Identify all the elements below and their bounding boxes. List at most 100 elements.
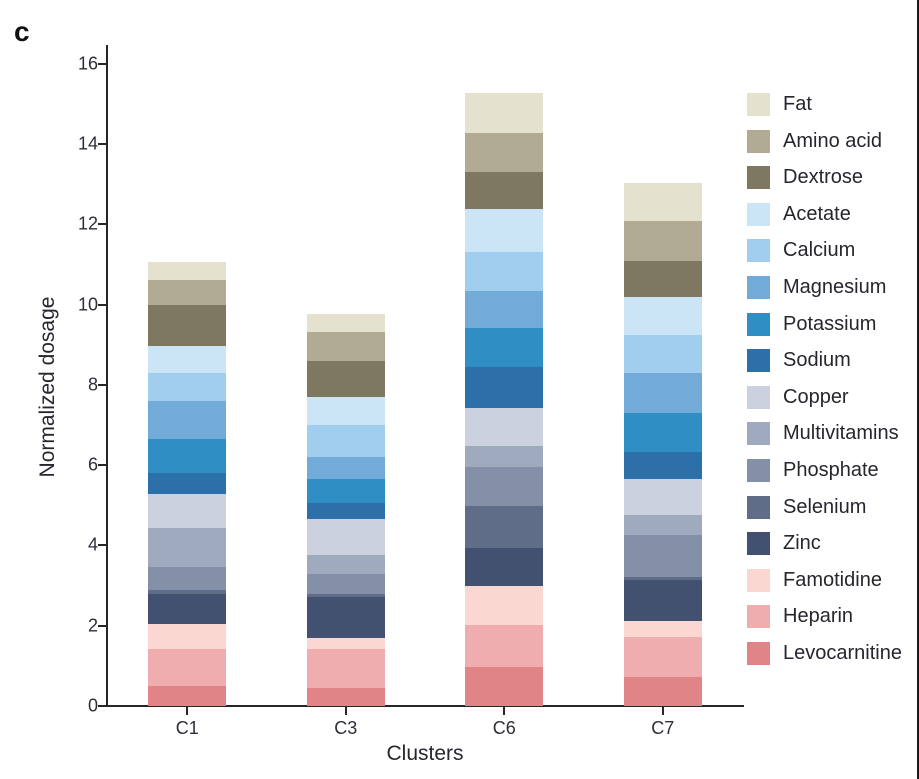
x-tick-mark [186,707,189,715]
bar-segment-levocarnitine [465,666,544,706]
bar-c6 [465,0,544,706]
legend-swatch [747,129,770,153]
x-tick-label-c1: C1 [175,718,199,738]
legend-item-calcium: Calcium [747,239,902,263]
y-tick-label: 14 [77,133,98,154]
y-tick-label: 2 [87,615,98,636]
bar-segment-phosphate [148,566,227,590]
bar-segment-acetate [465,209,544,252]
bar-segment-famotidine [623,620,702,637]
bar-segment-magnesium [465,290,544,328]
bar-segment-copper [465,407,544,446]
legend-swatch [747,495,770,519]
bar-segment-multivitamins [306,555,385,575]
legend-item-fat: Fat [747,93,902,116]
bar-segment-fat [148,261,227,280]
bar-segment-acetate [306,396,385,425]
bar-segment-sodium [623,451,702,480]
legend: Fat Amino acid Dextrose Acetate Calcium Magne… [747,93,902,665]
bar-segment-potassium [623,413,702,452]
bar-segment-multivitamins [465,445,544,468]
y-tick-label: 16 [77,53,98,74]
legend-label: Levocarnitine [783,641,902,664]
bar-segment-magnesium [306,457,385,480]
bar-segment-magnesium [623,372,702,414]
bar-segment-calcium [623,335,702,373]
bar-segment-amino-acid [306,332,385,362]
legend-label: Dextrose [783,166,864,189]
legend-label: Magnesium [783,275,887,298]
bar-segment-heparin [465,625,544,667]
bar-segment-zinc [148,593,227,624]
y-tick-label: 8 [87,374,98,395]
legend-item-sodium: Sodium [747,349,902,373]
bar-segment-sodium [148,472,227,494]
x-tick-mark [344,707,347,715]
legend-item-famotidine: Famotidine [747,568,902,592]
bar-segment-calcium [148,372,227,402]
legend-label: Selenium [783,495,867,518]
bar-segment-potassium [306,479,385,504]
bar-segment-dextrose [465,171,544,210]
bar-segment-acetate [623,296,702,336]
legend-label: Famotidine [783,568,882,591]
bar-segment-levocarnitine [306,687,385,706]
legend-label: Potassium [783,312,877,335]
bar-segment-selenium [306,594,385,598]
bar-segment-phosphate [465,467,544,507]
legend-swatch [747,312,770,336]
legend-item-magnesium: Magnesium [747,275,902,299]
legend-item-phosphate: Phosphate [747,458,902,482]
legend-item-acetate: Acetate [747,202,902,226]
x-tick-label-c3: C3 [334,718,358,738]
legend-item-potassium: Potassium [747,312,902,336]
y-tick-label: 12 [77,213,98,234]
legend-label: Heparin [783,605,854,628]
bar-segment-famotidine [465,586,544,626]
bar-segment-levocarnitine [623,677,702,706]
y-tick-mark [98,624,106,627]
bar-segment-copper [623,479,702,516]
bar-segment-selenium [465,506,544,548]
bar-segment-zinc [465,547,544,587]
bar-segment-zinc [306,597,385,638]
y-tick-label: 0 [87,695,98,716]
legend-swatch [747,202,770,226]
y-tick-mark [98,62,106,65]
legend-item-dextrose: Dextrose [747,166,902,190]
bar-segment-famotidine [148,623,227,649]
panel-label: c [14,16,30,47]
legend-item-amino-acid: Amino acid [747,129,902,153]
bar-segment-copper [148,493,227,529]
bar-segment-copper [306,519,385,556]
legend-item-multivitamins: Multivitamins [747,422,902,446]
legend-item-selenium: Selenium [747,495,902,519]
bar-c1 [148,0,227,706]
bar-segment-amino-acid [465,132,544,172]
y-axis-line [106,45,108,707]
x-tick-label-c6: C6 [492,718,516,738]
bar-segment-sodium [306,503,385,520]
x-axis-title: Clusters [386,742,464,765]
legend-label: Acetate [783,202,851,225]
bar-segment-selenium [623,577,702,580]
legend-label: Copper [783,385,849,408]
bar-segment-multivitamins [623,515,702,536]
legend-swatch [747,385,770,409]
y-axis-title: Normalized dosage [36,296,59,478]
x-axis-line [106,705,744,707]
legend-label: Zinc [783,532,821,555]
legend-item-copper: Copper [747,385,902,409]
bar-segment-dextrose [306,361,385,397]
bar-segment-levocarnitine [148,686,227,706]
figure-right-border [917,0,919,779]
legend-swatch [747,166,770,190]
y-tick-mark [98,142,106,145]
y-tick-mark [98,464,106,467]
legend-label: Fat [783,93,812,115]
y-tick-mark [98,383,106,386]
legend-swatch [747,568,770,592]
legend-swatch [747,458,770,482]
legend-item-zinc: Zinc [747,532,902,556]
bar-segment-heparin [148,648,227,687]
